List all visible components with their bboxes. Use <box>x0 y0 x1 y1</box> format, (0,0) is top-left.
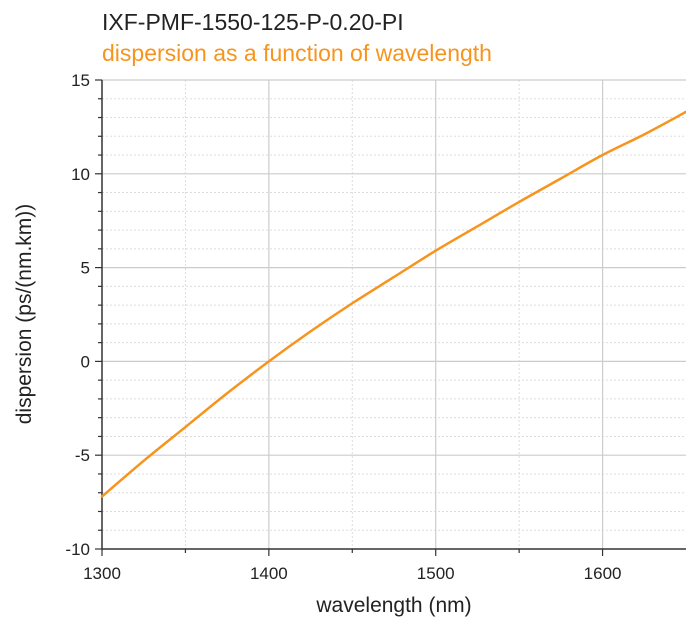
series-layer <box>100 110 686 498</box>
y-axis-label: dispersion (ps/(nm.km)) <box>13 204 36 425</box>
y-tick-label: 10 <box>71 165 90 184</box>
x-tick-label: 1600 <box>584 564 622 583</box>
y-tick-label: 15 <box>71 71 90 90</box>
grid <box>102 79 686 549</box>
x-tick-label: 1300 <box>83 564 121 583</box>
x-tick-label: 1400 <box>250 564 288 583</box>
chart-title: IXF-PMF-1550-125-P-0.20-PI <box>102 9 404 35</box>
tick-labels: -10 -5 0 5 10 15 1300 1400 1500 1600 <box>65 71 621 583</box>
x-axis-label: wavelength (nm) <box>315 594 471 617</box>
y-tick-label: -5 <box>75 446 90 465</box>
dispersion-curve <box>100 110 686 498</box>
y-tick-label: 0 <box>81 352 90 371</box>
y-tick-label: 5 <box>81 259 90 278</box>
y-tick-label: -10 <box>65 540 90 559</box>
axes <box>95 79 686 556</box>
chart-subtitle: dispersion as a function of wavelength <box>102 40 492 66</box>
x-tick-label: 1500 <box>417 564 455 583</box>
